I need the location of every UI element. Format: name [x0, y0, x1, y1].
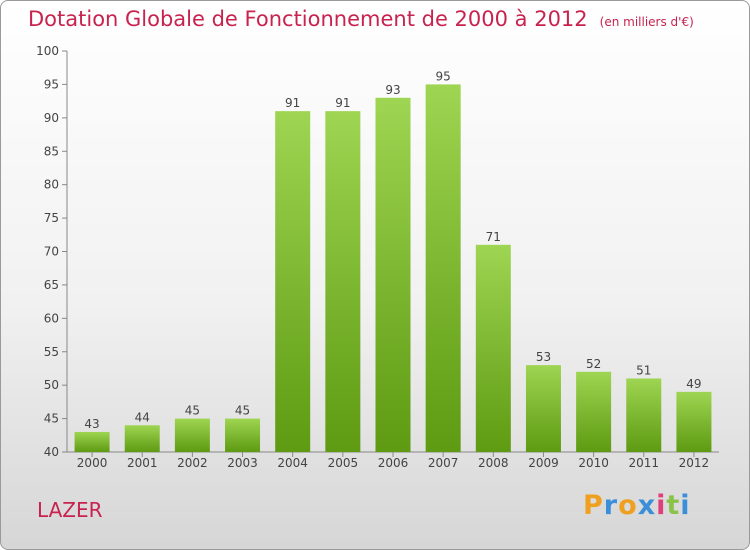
x-tick-label: 2003	[227, 456, 258, 470]
y-tick-label: 50	[44, 378, 59, 392]
bar-2009	[525, 365, 561, 452]
x-tick-label: 2009	[528, 456, 559, 470]
logo-letter: i	[680, 490, 691, 521]
data-label: 91	[285, 96, 300, 110]
bar-2011	[626, 378, 662, 452]
logo-letter: i	[656, 490, 667, 521]
y-tick-label: 65	[44, 278, 59, 292]
y-tick-label: 45	[44, 412, 59, 426]
bar-2007	[425, 84, 461, 453]
commune-name: LAZER	[37, 498, 103, 522]
data-label: 51	[636, 363, 651, 377]
proxiti-logo: Proxiti	[583, 490, 691, 521]
y-tick-label: 85	[44, 144, 59, 158]
y-tick-label: 60	[44, 311, 59, 325]
x-tick-label: 2002	[177, 456, 208, 470]
chart-title: Dotation Globale de Fonctionnement de 20…	[28, 7, 694, 31]
data-label: 44	[135, 410, 150, 424]
bar-2010	[576, 371, 612, 452]
logo-letter: x	[637, 490, 657, 521]
unit-note: (en milliers d'€)	[599, 15, 694, 29]
x-tick-label: 2000	[77, 456, 108, 470]
data-label: 71	[486, 230, 501, 244]
y-tick-label: 80	[44, 178, 59, 192]
x-tick-label: 2012	[679, 456, 710, 470]
bar-2012	[676, 391, 712, 452]
logo-letter: P	[583, 490, 604, 521]
x-tick-label: 2007	[428, 456, 459, 470]
x-tick-label: 2006	[378, 456, 409, 470]
logo-letter: r	[603, 490, 619, 521]
y-tick-label: 55	[44, 345, 59, 359]
bar-2002	[174, 418, 210, 452]
data-label: 53	[536, 350, 551, 364]
data-label: 45	[235, 404, 250, 418]
x-tick-label: 2011	[628, 456, 659, 470]
data-label: 49	[686, 377, 701, 391]
bar-2003	[225, 418, 261, 452]
data-label: 52	[586, 357, 601, 371]
bar-2000	[74, 431, 110, 452]
bar-2006	[375, 97, 411, 453]
y-tick-label: 70	[44, 245, 59, 259]
logo-letter: t	[666, 490, 681, 521]
y-tick-label: 40	[44, 445, 59, 459]
bar-2001	[124, 425, 160, 452]
data-label: 91	[335, 96, 350, 110]
bar-2008	[475, 244, 511, 452]
x-tick-label: 2008	[478, 456, 509, 470]
y-tick-label: 100	[36, 44, 59, 58]
logo-letter: o	[618, 490, 638, 521]
bar-2005	[325, 111, 361, 453]
data-label: 43	[84, 417, 99, 431]
y-tick-label: 90	[44, 111, 59, 125]
y-tick-label: 75	[44, 211, 59, 225]
data-label: 45	[185, 404, 200, 418]
chart-title-text: Dotation Globale de Fonctionnement de 20…	[28, 7, 588, 31]
x-tick-label: 2004	[277, 456, 308, 470]
x-tick-label: 2005	[328, 456, 359, 470]
data-label: 93	[385, 83, 400, 97]
x-tick-label: 2010	[578, 456, 609, 470]
x-tick-label: 2001	[127, 456, 158, 470]
data-label: 95	[436, 69, 451, 83]
y-tick-label: 95	[44, 77, 59, 91]
bar-2004	[275, 111, 311, 453]
